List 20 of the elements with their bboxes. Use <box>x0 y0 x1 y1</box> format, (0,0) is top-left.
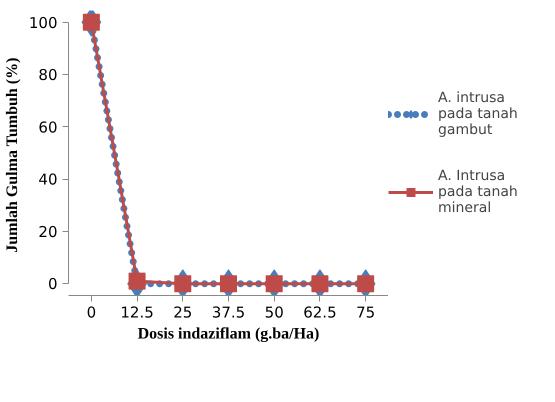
x-tick-label: 0 <box>86 304 96 322</box>
x-tick-label: 62.5 <box>303 304 337 322</box>
y-tick-label: 80 <box>38 66 58 84</box>
x-tick-label: 12.5 <box>120 304 154 322</box>
point <box>357 275 374 292</box>
point <box>266 275 283 292</box>
y-tick-label: 40 <box>38 170 58 189</box>
y-tick-label: 20 <box>38 222 58 241</box>
x-tick-label: 37.5 <box>212 304 246 322</box>
legend-label: A. Intrusa pada tanah mineral <box>438 166 518 218</box>
x-axis-title: Dosis indaziflam (g.ba/Ha) <box>138 326 320 342</box>
y-axis-title: Jumlah Gulma Tumbuh (%) <box>4 58 21 253</box>
y-tick-label: 0 <box>48 275 58 294</box>
x-tick-label: 50 <box>264 304 284 322</box>
y-tick-label: 100 <box>28 14 58 32</box>
point <box>311 275 328 292</box>
legend-label: A. intrusa pada tanah gambut <box>438 88 518 140</box>
x-tick-label: 75 <box>356 304 376 322</box>
y-tick-label: 60 <box>38 118 58 136</box>
x-tick-label: 25 <box>173 304 192 322</box>
